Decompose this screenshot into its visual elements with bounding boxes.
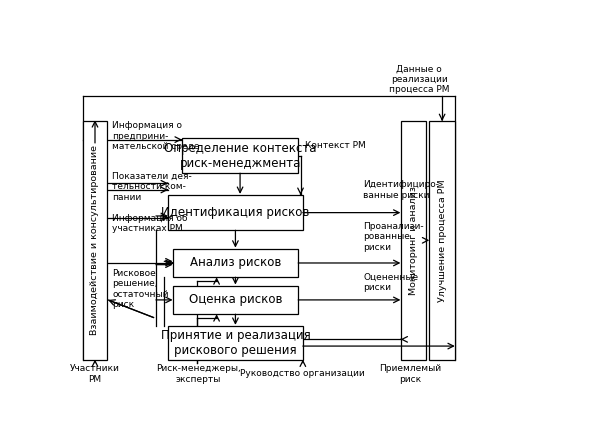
Text: Проанализи-
рованные
риски: Проанализи- рованные риски — [364, 222, 424, 252]
Text: Рисковое
решение,
остаточный
риск: Рисковое решение, остаточный риск — [112, 269, 169, 309]
Bar — [173, 249, 298, 277]
Text: Улучшение процесса РМ: Улучшение процесса РМ — [437, 179, 446, 302]
Text: Риск-менеджеры,
эксперты: Риск-менеджеры, эксперты — [156, 364, 241, 384]
Text: Определение контекста
риск-менеджмента: Определение контекста риск-менеджмента — [164, 142, 316, 170]
Bar — [168, 195, 303, 230]
Text: Идентифициро-
ванные риски: Идентифициро- ванные риски — [364, 180, 439, 200]
Bar — [83, 121, 107, 360]
Bar — [182, 138, 298, 173]
Text: Идентификация рисков: Идентификация рисков — [161, 206, 310, 219]
Text: Участники
РМ: Участники РМ — [70, 364, 120, 384]
Text: Оцененные
риски: Оцененные риски — [364, 272, 418, 292]
Text: Мониторинг и анализ: Мониторинг и анализ — [409, 186, 418, 295]
Text: Информация об
участниках РМ: Информация об участниках РМ — [112, 214, 188, 233]
Text: Информация о
предприни-
мательской среде: Информация о предприни- мательской среде — [112, 121, 200, 151]
Text: Анализ рисков: Анализ рисков — [190, 256, 281, 269]
Text: Взаимодействие и консультирование: Взаимодействие и консультирование — [91, 145, 100, 335]
Text: Данные о
реализации
процесса РМ: Данные о реализации процесса РМ — [389, 64, 449, 94]
Text: Показатели дея-
тельности ком-
пании: Показатели дея- тельности ком- пании — [112, 172, 192, 201]
Bar — [173, 286, 298, 314]
Bar — [168, 326, 303, 360]
Text: Приемлемый
риск: Приемлемый риск — [379, 364, 441, 384]
Text: Контекст РМ: Контекст РМ — [305, 141, 366, 150]
Text: Оценка рисков: Оценка рисков — [188, 293, 282, 307]
Bar — [401, 121, 426, 360]
Bar — [430, 121, 455, 360]
Text: Руководство организации: Руководство организации — [241, 369, 365, 378]
Text: Принятие и реализация
рискового решения: Принятие и реализация рискового решения — [161, 329, 310, 357]
